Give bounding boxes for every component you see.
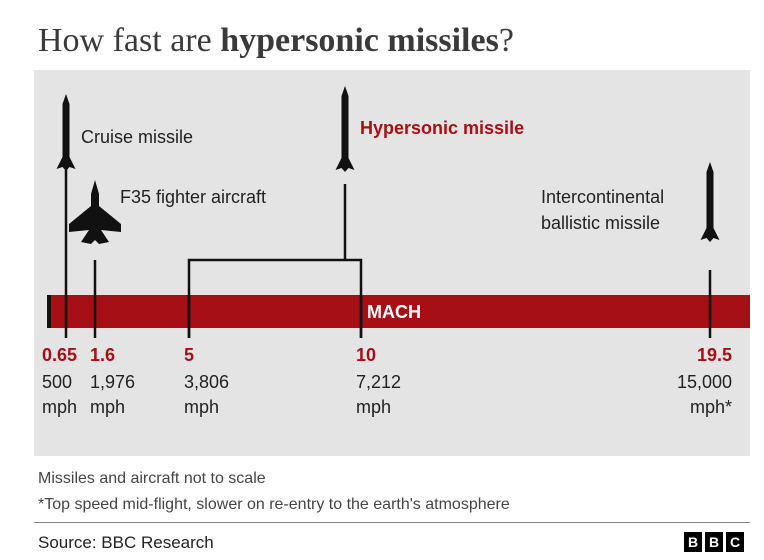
divider <box>34 522 750 523</box>
speed-unit: mph <box>90 397 125 417</box>
speed-value: 1,976 <box>90 372 135 392</box>
source-label: Source: BBC Research <box>38 533 214 552</box>
mach-tick-label: 1.6 <box>90 345 115 365</box>
mach-tick-label: 19.5 <box>697 345 732 365</box>
mach-tick-label: 0.65 <box>42 345 77 365</box>
speed-unit: mph <box>184 397 219 417</box>
fighter-label: F35 fighter aircraft <box>120 187 266 207</box>
mach-tick-label: 10 <box>356 345 376 365</box>
speed-value: 7,212 <box>356 372 401 392</box>
cruise-missile-icon <box>56 94 76 171</box>
speed-unit: mph <box>356 397 391 417</box>
cruise-missile-label: Cruise missile <box>81 127 193 147</box>
icbm-label-line: Intercontinental <box>541 187 664 207</box>
icbm-label-line: ballistic missile <box>541 213 660 233</box>
axis-label: MACH <box>367 302 421 322</box>
hypersonic-missile-icon <box>335 86 355 172</box>
speed-unit: mph <box>42 397 77 417</box>
mach-speed-chart: MACH Cruise missile F35 fighter aircraft Hy… <box>42 86 750 417</box>
speed-unit: mph* <box>690 397 732 417</box>
scale-note: Missiles and aircraft not to scale <box>38 470 266 487</box>
mach-axis-bar <box>47 295 750 328</box>
speed-value: 15,000 <box>677 372 732 392</box>
fighter-jet-icon <box>69 180 121 244</box>
speed-value: 3,806 <box>184 372 229 392</box>
top-speed-note: *Top speed mid-flight, slower on re-entr… <box>38 496 510 513</box>
page-title: How fast are hypersonic missiles? <box>38 22 514 59</box>
mach-tick-label: 5 <box>184 345 194 365</box>
axis-origin-mark <box>47 295 51 328</box>
chart-panel: MACH Cruise missile F35 fighter aircraft Hy… <box>34 70 750 456</box>
icbm-icon <box>700 162 720 242</box>
hypersonic-label: Hypersonic missile <box>360 118 524 138</box>
speed-value: 500 <box>42 372 72 392</box>
